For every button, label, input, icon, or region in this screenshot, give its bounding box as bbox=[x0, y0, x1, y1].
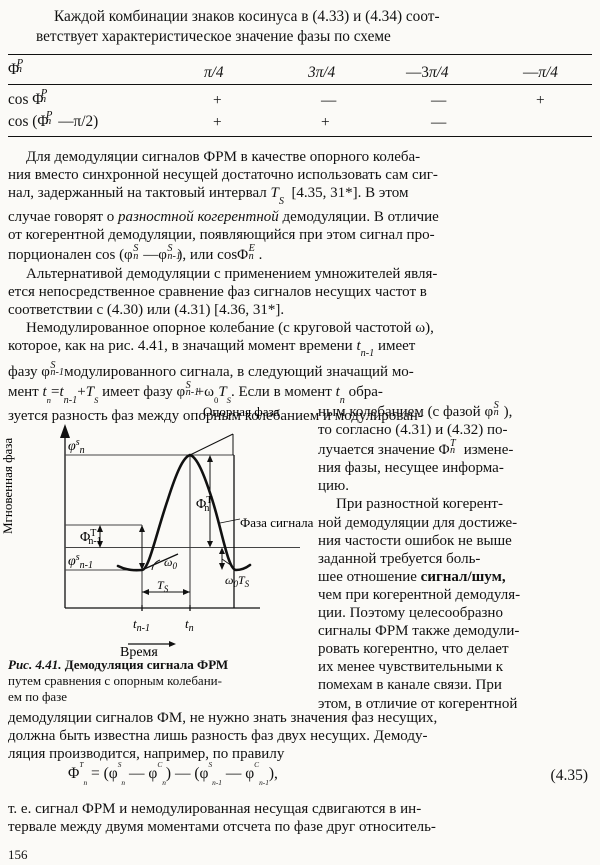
svg-text:ω0: ω0 bbox=[164, 555, 177, 571]
svg-text:Фаза сигнала: Фаза сигнала bbox=[240, 515, 314, 530]
svg-text:tn-1: tn-1 bbox=[133, 616, 150, 634]
svg-text:ω0TS: ω0TS bbox=[225, 573, 250, 589]
svg-text:Опорная фаза: Опорная фаза bbox=[203, 404, 280, 419]
svg-text:φsn-1: φsn-1 bbox=[68, 552, 93, 571]
svg-text:φsn: φsn bbox=[68, 437, 85, 456]
svg-text:tn: tn bbox=[185, 616, 194, 634]
svg-text:Мгновенная фаза: Мгновенная фаза bbox=[0, 438, 15, 534]
svg-text:TS: TS bbox=[157, 578, 169, 594]
